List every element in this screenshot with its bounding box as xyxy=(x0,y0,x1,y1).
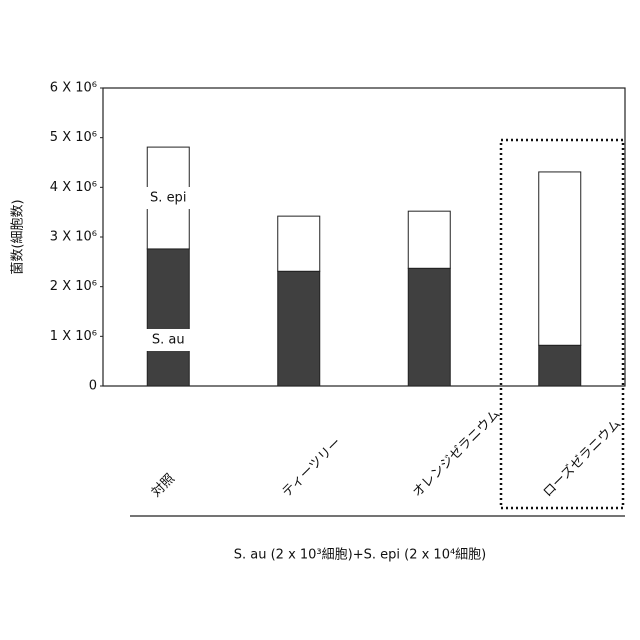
y-tick-label: 2 X 10⁶ xyxy=(50,279,97,294)
x-axis-label: S. au (2 x 10³細胞)+S. epi (2 x 10⁴細胞) xyxy=(234,548,487,563)
bar-segment xyxy=(147,249,189,386)
y-axis-label: 菌数(細胞数) xyxy=(11,199,26,274)
y-tick-label: 3 X 10⁶ xyxy=(50,230,97,245)
y-tick-label: 5 X 10⁶ xyxy=(50,130,97,145)
bar-segment xyxy=(539,345,581,386)
bar-segment xyxy=(278,216,320,271)
x-tick-label: オレンジゼラニウム xyxy=(410,407,503,500)
chart: 菌数(細胞数) S. au (2 x 10³細胞)+S. epi (2 x 10… xyxy=(0,0,640,640)
x-tick-label: ティーツリー xyxy=(279,435,344,500)
bar-segment xyxy=(408,268,450,386)
bar-segment xyxy=(278,271,320,386)
y-tick-label: 1 X 10⁶ xyxy=(50,329,97,344)
bar-segment xyxy=(539,172,581,345)
x-tick-label: ローズゼラニウム xyxy=(540,416,624,500)
y-tick-label: 4 X 10⁶ xyxy=(50,180,97,195)
series-label: S. epi xyxy=(150,191,186,206)
y-tick-label: 0 xyxy=(89,379,97,394)
bar-segment xyxy=(408,211,450,268)
y-tick-label: 6 X 10⁶ xyxy=(50,81,97,96)
x-tick-label: 対照 xyxy=(149,471,178,500)
series-label: S. au xyxy=(152,333,185,348)
